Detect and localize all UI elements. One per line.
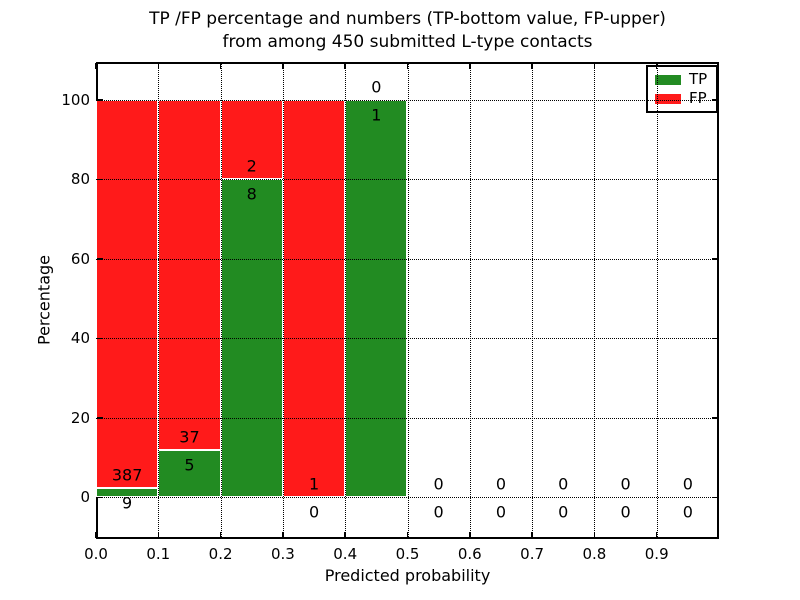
x-tick-label: 0.2 — [208, 545, 233, 563]
tp-count-label: 0 — [433, 502, 444, 522]
fp-count-label: 0 — [433, 474, 444, 494]
x-gridline — [345, 62, 347, 539]
legend: TP FP — [646, 65, 718, 113]
x-tick-label: 0.9 — [644, 545, 669, 563]
x-gridline — [594, 62, 596, 539]
y-axis-tick — [97, 417, 103, 419]
legend-swatch-tp — [655, 74, 681, 85]
x-tick-label: 0.4 — [333, 545, 358, 563]
fp-count-label: 37 — [179, 427, 200, 447]
legend-label-tp: TP — [689, 70, 708, 88]
legend-entry-fp: FP — [655, 91, 709, 106]
bar-segment-fp — [158, 99, 221, 450]
legend-label-fp: FP — [689, 89, 707, 107]
legend-swatch-fp — [655, 93, 681, 104]
y-tick-label: 0 — [80, 488, 90, 507]
chart-title-line2: from among 450 submitted L-type contacts — [222, 32, 593, 52]
tp-count-label: 5 — [184, 455, 195, 475]
x-gridline — [656, 62, 658, 539]
tp-count-label: 9 — [122, 493, 133, 513]
x-axis-tick — [157, 532, 160, 538]
y-tick-label: 20 — [70, 408, 90, 427]
x-axis-tick — [406, 532, 409, 538]
x-axis-tick-top — [655, 63, 658, 69]
x-gridline — [469, 62, 471, 539]
x-axis-tick — [593, 532, 596, 538]
x-gridline — [407, 62, 409, 539]
x-tick-label: 0.7 — [520, 545, 545, 563]
x-gridline — [158, 62, 160, 539]
tp-count-label: 0 — [682, 502, 693, 522]
y-axis-tick — [97, 496, 103, 498]
bar-segment-tp — [158, 449, 221, 498]
fp-count-label: 0 — [371, 77, 382, 97]
y-tick-label: 80 — [70, 170, 90, 189]
x-axis-tick-top — [344, 63, 346, 69]
x-axis-tick — [95, 532, 97, 538]
fp-count-label: 0 — [495, 474, 507, 494]
tp-count-label: 0 — [495, 502, 507, 522]
x-axis-tick-top — [469, 63, 471, 69]
y-axis-tick-right — [712, 417, 718, 419]
y-axis-tick-right — [712, 178, 718, 180]
chart-title: TP /FP percentage and numbers (TP-bottom… — [96, 8, 719, 54]
x-axis-tick — [282, 532, 284, 538]
y-axis-tick-right — [712, 258, 718, 260]
y-axis-tick — [97, 178, 103, 180]
y-axis-tick-right — [712, 496, 718, 498]
x-axis-tick-top — [406, 63, 409, 69]
x-tick-label: 0.1 — [146, 545, 171, 563]
x-axis-tick-top — [157, 63, 160, 69]
bar-segment-fp — [282, 99, 346, 498]
x-axis-label: Predicted probability — [324, 566, 491, 585]
x-tick-label: 0.5 — [395, 545, 420, 563]
y-axis-tick — [97, 337, 103, 339]
x-tick-label: 0.6 — [457, 545, 482, 563]
x-axis-tick — [219, 532, 222, 538]
x-gridline — [220, 62, 222, 539]
x-axis-tick — [344, 532, 346, 538]
tp-count-label: 8 — [246, 184, 257, 204]
x-axis-tick-top — [593, 63, 596, 69]
tp-count-label: 0 — [558, 502, 569, 522]
bar-segment-fp — [96, 99, 159, 489]
y-tick-label: 60 — [70, 249, 90, 268]
x-gridline — [282, 62, 284, 539]
tp-count-label: 0 — [620, 502, 631, 522]
fp-count-label: 0 — [558, 474, 569, 494]
y-axis-tick — [97, 99, 103, 101]
chart-title-line1: TP /FP percentage and numbers (TP-bottom… — [149, 9, 666, 29]
y-tick-label: 100 — [61, 90, 90, 109]
y-axis-tick — [97, 258, 103, 260]
x-axis-tick — [469, 532, 471, 538]
fp-count-label: 2 — [246, 156, 257, 176]
fp-count-label: 0 — [620, 474, 631, 494]
x-axis-tick-top — [531, 63, 533, 69]
x-tick-label: 0.8 — [582, 545, 607, 563]
y-axis-tick-right — [712, 99, 718, 101]
tp-count-label: 0 — [308, 502, 320, 522]
x-tick-label: 0.3 — [270, 545, 295, 563]
x-gridline — [532, 62, 534, 539]
fp-count-label: 0 — [682, 474, 693, 494]
x-tick-label: 0.0 — [84, 545, 108, 563]
x-axis-tick — [531, 532, 533, 538]
y-tick-label: 40 — [70, 329, 90, 348]
x-axis-tick-top — [95, 63, 97, 69]
x-axis-tick-top — [219, 63, 222, 69]
x-axis-tick — [655, 532, 658, 538]
bar-segment-tp — [345, 99, 408, 498]
bar-segment-tp — [96, 488, 159, 498]
y-axis-tick-right — [712, 337, 718, 339]
legend-entry-tp: TP — [655, 72, 709, 87]
fp-count-label: 387 — [111, 465, 143, 485]
fp-count-label: 1 — [308, 474, 320, 494]
tp-count-label: 1 — [371, 105, 382, 125]
x-axis-tick-top — [282, 63, 284, 69]
